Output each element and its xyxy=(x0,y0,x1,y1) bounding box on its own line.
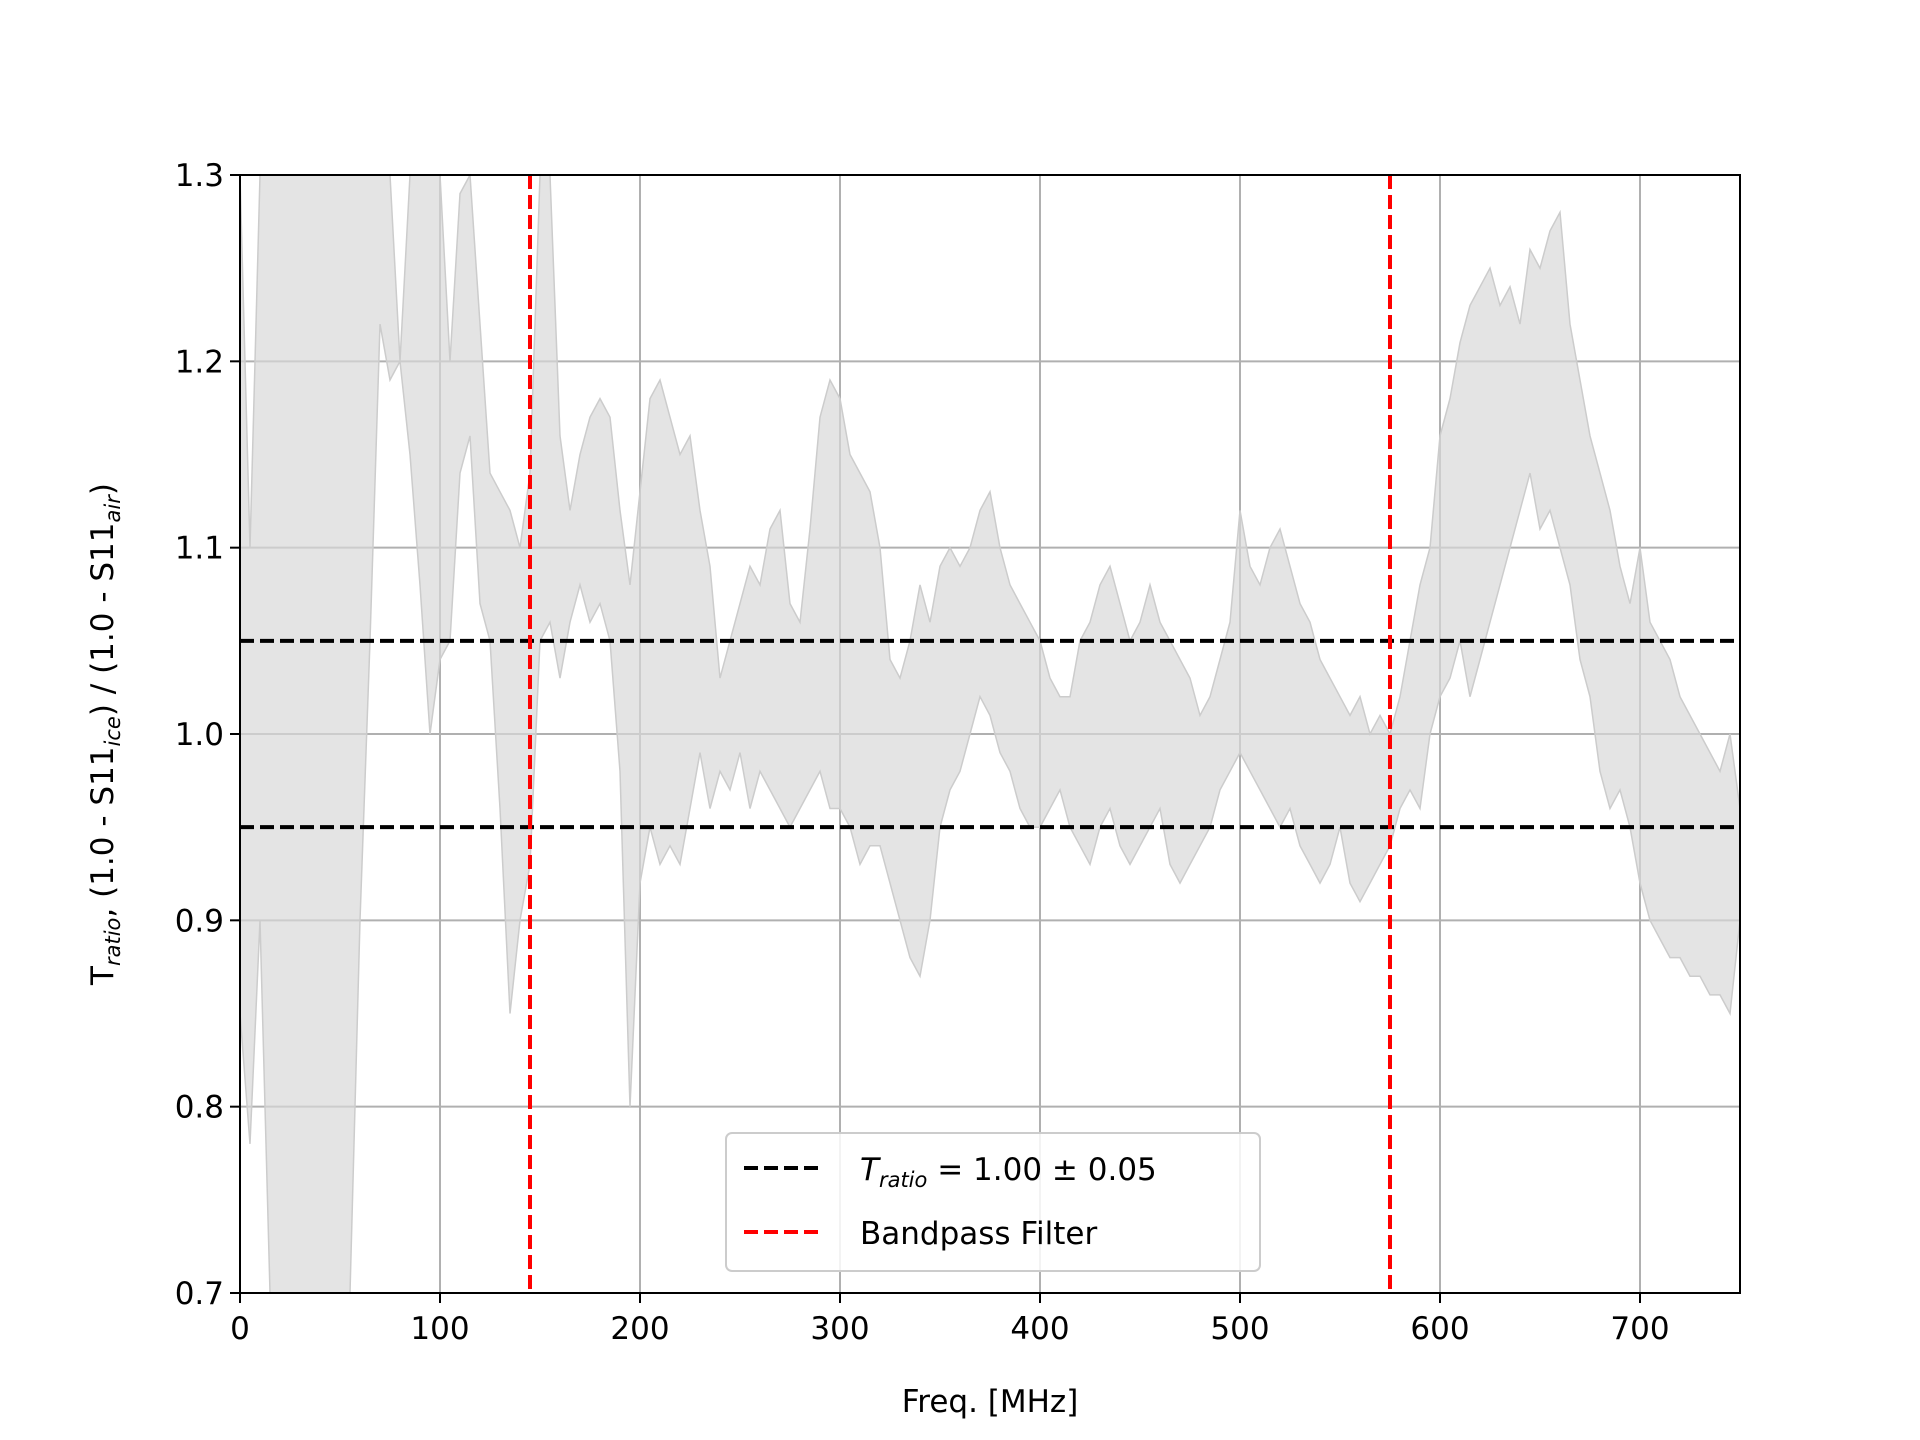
legend-label-bandpass: Bandpass Filter xyxy=(860,1216,1097,1252)
x-tick-label: 300 xyxy=(810,1311,869,1347)
legend-label-sub: ratio xyxy=(879,1168,927,1192)
y-tick-label: 1.2 xyxy=(175,344,224,380)
legend-label-part: = 1.00 ± 0.05 xyxy=(927,1152,1156,1188)
legend-frame xyxy=(725,1132,1261,1272)
y-tick-label: 1.0 xyxy=(175,717,224,753)
legend-label-tratio: Tratio = 1.00 ± 0.05 xyxy=(860,1152,1157,1192)
x-tick-label: 100 xyxy=(410,1311,469,1347)
y-tick-label: 0.9 xyxy=(175,903,224,939)
y-label-sub: ratio xyxy=(101,918,125,966)
x-tick-label: 500 xyxy=(1210,1311,1269,1347)
legend: Tratio = 1.00 ± 0.05 Bandpass Filter xyxy=(725,1132,1261,1272)
y-tick-label: 1.3 xyxy=(175,158,224,194)
legend-label-part: T xyxy=(860,1152,881,1188)
y-tick-label: 0.8 xyxy=(175,1090,224,1126)
y-label-part: ) / (1.0 - S11 xyxy=(85,522,121,716)
y-label-sub: ice xyxy=(101,716,125,746)
x-tick-label: 0 xyxy=(230,1311,250,1347)
x-tick-label: 700 xyxy=(1610,1311,1669,1347)
x-tick-label: 400 xyxy=(1010,1311,1069,1347)
range-band xyxy=(240,175,1740,1293)
reference-lines xyxy=(240,175,1740,1293)
y-label-part: , (1.0 - S11 xyxy=(85,746,121,917)
x-axis-label: Freq. [MHz] xyxy=(902,1384,1079,1420)
x-tick-label: 600 xyxy=(1410,1311,1469,1347)
y-axis-label: Tratio, (1.0 - S11ice) / (1.0 - S11air) xyxy=(85,483,125,986)
y-label-part: ) xyxy=(85,483,121,495)
axis-ticks: 0 100 200 300 400 500 600 700 0.7 0.8 0.9 1.0 1.1 1.2… xyxy=(175,158,1670,1347)
y-tick-label: 0.7 xyxy=(175,1276,224,1312)
y-tick-label: 1.1 xyxy=(175,531,224,567)
y-label-sub: air xyxy=(101,494,125,523)
x-tick-label: 200 xyxy=(610,1311,669,1347)
y-label-part: T xyxy=(85,965,121,986)
band-layer xyxy=(240,175,1740,1293)
